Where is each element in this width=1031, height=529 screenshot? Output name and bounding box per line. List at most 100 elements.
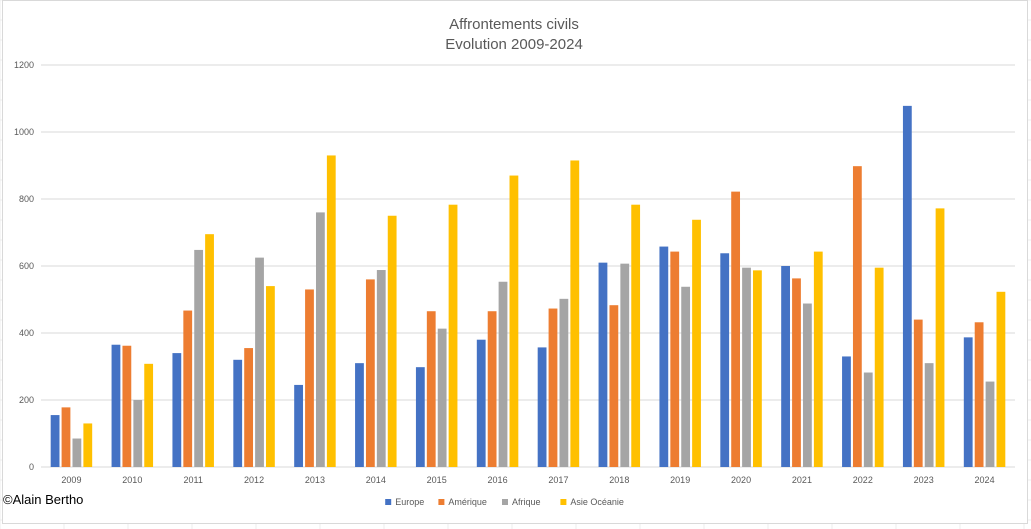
- x-tick-label: 2022: [853, 475, 873, 485]
- bar-asie-océanie-2020: [753, 270, 762, 467]
- bar-europe-2013: [294, 384, 303, 467]
- legend-swatch: [502, 499, 508, 505]
- legend-swatch: [560, 499, 567, 505]
- y-tick-label: 0: [29, 462, 34, 472]
- bar-asie-océanie-2014: [387, 215, 397, 467]
- bar-amérique-2013: [305, 289, 314, 467]
- bar-afrique-2024: [985, 381, 995, 467]
- bar-amérique-2009: [61, 407, 71, 467]
- bar-europe-2010: [111, 344, 121, 467]
- bar-afrique-2015: [437, 328, 447, 467]
- bar-amérique-2022: [852, 166, 862, 468]
- bar-europe-2024: [963, 337, 973, 467]
- bar-amérique-2021: [792, 278, 801, 467]
- x-tick-label: 2011: [184, 475, 203, 485]
- chart-subtitle: Evolution 2009-2024: [445, 36, 583, 53]
- chart-title: Affrontements civils: [449, 16, 579, 33]
- bar-afrique-2009: [72, 438, 82, 467]
- bar-asie-océanie-2010: [144, 363, 154, 467]
- bar-afrique-2018: [620, 263, 630, 467]
- bar-chart: Affrontements civils Evolution 2009-2024…: [14, 16, 1015, 507]
- bar-amérique-2012: [244, 348, 254, 467]
- bar-afrique-2012: [255, 257, 264, 467]
- bar-afrique-2010: [133, 400, 143, 467]
- bar-asie-océanie-2019: [692, 219, 701, 467]
- bar-amérique-2016: [487, 311, 497, 467]
- legend-swatch: [385, 499, 392, 505]
- x-axis-ticks: 2009 2010 2011 2012 2013 2014 2015 2016 2017 2018…: [61, 475, 994, 485]
- y-tick-label: 400: [19, 328, 34, 338]
- bar-europe-2021: [781, 266, 790, 467]
- bar-afrique-2014: [376, 270, 386, 467]
- bar-asie-océanie-2013: [326, 155, 336, 467]
- legend-label: Asie Océanie: [570, 497, 624, 507]
- bar-asie-océanie-2012: [266, 286, 275, 467]
- bar-asie-océanie-2021: [813, 251, 823, 467]
- bar-afrique-2021: [802, 303, 812, 467]
- x-tick-label: 2021: [792, 475, 812, 485]
- x-tick-label: 2015: [427, 475, 447, 485]
- x-tick-label: 2009: [61, 475, 81, 485]
- bar-amérique-2010: [122, 345, 132, 467]
- x-tick-label: 2012: [244, 475, 264, 485]
- legend-label: Amérique: [448, 497, 487, 507]
- bar-asie-océanie-2024: [996, 291, 1006, 467]
- x-tick-label: 2024: [975, 475, 995, 485]
- bar-amérique-2015: [426, 311, 436, 467]
- bar-europe-2014: [355, 363, 364, 467]
- bar-asie-océanie-2017: [570, 160, 580, 467]
- bar-amérique-2020: [731, 191, 741, 467]
- x-tick-label: 2018: [609, 475, 629, 485]
- y-axis-ticks: 0 200 400 600 800 1000 1200: [14, 60, 34, 472]
- bar-amérique-2019: [670, 251, 680, 467]
- bar-europe-2012: [233, 359, 243, 467]
- y-tick-label: 600: [19, 261, 34, 271]
- bar-afrique-2019: [681, 286, 691, 467]
- bar-europe-2016: [476, 339, 486, 467]
- bar-afrique-2022: [863, 372, 873, 467]
- bar-europe-2011: [172, 353, 182, 467]
- bar-europe-2020: [720, 253, 730, 467]
- x-tick-label: 2010: [122, 475, 142, 485]
- copyright-text: ©Alain Bertho: [3, 492, 84, 507]
- bar-asie-océanie-2022: [874, 267, 884, 467]
- bar-asie-océanie-2023: [935, 208, 945, 467]
- bar-afrique-2013: [315, 212, 325, 467]
- bar-afrique-2023: [924, 363, 934, 467]
- bar-asie-océanie-2018: [631, 204, 641, 467]
- bar-europe-2009: [50, 415, 60, 467]
- y-tick-label: 800: [19, 194, 34, 204]
- bar-afrique-2020: [742, 267, 751, 467]
- bar-asie-océanie-2015: [448, 204, 458, 467]
- x-tick-label: 2019: [670, 475, 690, 485]
- bar-amérique-2017: [548, 308, 558, 467]
- x-tick-label: 2020: [731, 475, 751, 485]
- bar-asie-océanie-2009: [83, 423, 93, 467]
- y-tick-label: 1000: [14, 127, 34, 137]
- bar-europe-2015: [415, 367, 425, 467]
- bar-amérique-2014: [365, 279, 375, 467]
- bar-amérique-2024: [974, 322, 984, 467]
- x-tick-label: 2016: [488, 475, 508, 485]
- bar-europe-2019: [659, 246, 669, 467]
- bar-asie-océanie-2011: [205, 234, 214, 467]
- x-tick-label: 2023: [914, 475, 934, 485]
- y-tick-label: 200: [19, 395, 34, 405]
- legend-swatch: [438, 499, 445, 505]
- bar-europe-2018: [598, 262, 608, 467]
- bar-europe-2023: [902, 105, 912, 468]
- bar-europe-2022: [842, 356, 851, 467]
- bar-amérique-2018: [609, 305, 619, 467]
- bar-amérique-2011: [183, 310, 193, 467]
- bar-afrique-2016: [498, 281, 508, 467]
- legend-label: Afrique: [512, 497, 541, 507]
- bar-afrique-2011: [194, 249, 204, 467]
- y-tick-label: 1200: [14, 60, 34, 70]
- x-tick-label: 2017: [548, 475, 568, 485]
- bar-afrique-2017: [559, 298, 569, 467]
- bar-amérique-2023: [913, 319, 923, 467]
- bar-asie-océanie-2016: [509, 175, 519, 468]
- bar-europe-2017: [537, 347, 547, 467]
- x-tick-label: 2013: [305, 475, 325, 485]
